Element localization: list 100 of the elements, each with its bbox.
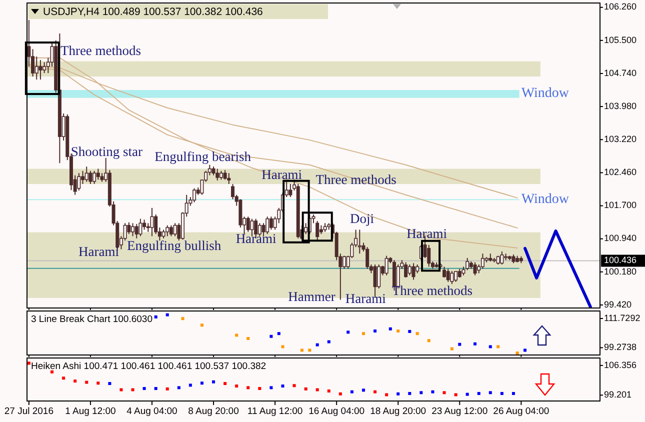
candlestick: [500, 250, 504, 265]
point: [500, 392, 504, 395]
chart-title: USDJPY,H4 100.489 100.537 100.382 100.436: [43, 6, 264, 18]
y-tick-label: 100.940: [604, 233, 637, 244]
candlestick: [384, 255, 388, 276]
point: [362, 388, 365, 392]
point: [200, 382, 204, 385]
point: [50, 370, 54, 374]
point: [131, 388, 134, 392]
point: [235, 384, 238, 388]
candlestick: [150, 207, 154, 237]
point: [454, 393, 458, 396]
annotation: Harami: [406, 226, 448, 242]
y-tick-label: 99.2738: [604, 342, 637, 352]
point: [474, 342, 477, 346]
y-tick-label: 103.220: [604, 134, 637, 144]
point: [374, 329, 377, 332]
point: [396, 329, 400, 332]
candlestick: [473, 262, 477, 276]
candlestick: [304, 222, 308, 235]
point: [181, 317, 184, 320]
point: [338, 392, 342, 396]
point: [292, 384, 296, 388]
candlestick: [288, 184, 292, 198]
x-tick-label: 27 Jul 2016: [4, 406, 54, 417]
band-label: Window: [521, 86, 570, 102]
candlestick: [366, 246, 370, 270]
point: [281, 384, 284, 388]
x-tick-label: 26 Aug 04:00: [493, 406, 550, 417]
candlestick: [169, 224, 173, 237]
annotation: Engulfing bullish: [126, 238, 222, 254]
point: [316, 388, 319, 392]
y-tick-label: 105.500: [604, 34, 637, 45]
point: [27, 362, 30, 365]
point: [96, 382, 100, 385]
x-tick-label: 23 Aug 12:00: [432, 406, 488, 417]
candlestick: [92, 170, 96, 184]
candlestick: [227, 172, 231, 184]
point: [420, 391, 423, 394]
candlestick: [216, 168, 220, 182]
annotation: Doji: [350, 211, 374, 226]
point: [166, 313, 169, 316]
candlestick: [454, 270, 458, 282]
candlestick: [408, 264, 412, 276]
y-tick-label: 99.201: [604, 390, 632, 400]
y-tick-label: 101.700: [604, 200, 637, 210]
line-series: [524, 229, 592, 308]
candlestick: [96, 168, 100, 180]
point: [300, 348, 304, 352]
candlestick: [246, 216, 250, 232]
candlestick: [42, 62, 46, 74]
candlestick: [284, 181, 288, 198]
candlestick: [38, 59, 42, 80]
point: [224, 382, 227, 386]
candlestick: [131, 222, 134, 237]
candlestick: [192, 188, 196, 203]
x-tick-label: 11 Aug 12:00: [247, 406, 303, 417]
candlestick: [173, 222, 177, 237]
y-tick-label: 111.7292: [604, 312, 640, 323]
chart-title: Heiken Ashi 100.471 100.461 100.461 100.537 100.382: [31, 361, 266, 372]
point: [177, 386, 180, 390]
point: [235, 334, 238, 337]
point: [212, 380, 216, 384]
point: [188, 384, 192, 387]
candlestick: [342, 255, 346, 270]
point: [281, 345, 284, 348]
ref-line-label: Window: [521, 192, 570, 207]
point: [120, 388, 123, 392]
point: [477, 392, 480, 395]
point: [516, 352, 519, 355]
x-tick-label: 18 Aug 20:00: [370, 406, 426, 417]
point: [166, 387, 169, 390]
point: [62, 376, 66, 380]
x-tick-label: 4 Aug 04:00: [126, 406, 178, 417]
point: [524, 348, 527, 352]
point: [277, 332, 280, 336]
point: [427, 339, 430, 342]
point: [450, 347, 454, 350]
annotation: Engulfing bearish: [154, 149, 252, 164]
candlestick: [223, 170, 227, 180]
point: [408, 330, 412, 333]
point: [346, 330, 350, 334]
candlestick: [138, 218, 142, 237]
candlestick: [358, 229, 362, 254]
point: [385, 393, 388, 396]
point: [396, 392, 400, 396]
candlestick: [127, 222, 131, 235]
candlestick: [316, 220, 320, 242]
point: [350, 390, 354, 394]
annotation: Hammer: [288, 289, 336, 304]
point: [316, 343, 319, 346]
candlestick: [84, 166, 88, 182]
point: [496, 345, 500, 348]
annotation: Three methods: [316, 172, 396, 188]
candlestick: [88, 170, 92, 184]
point: [74, 380, 77, 383]
y-tick-label: 99.420: [604, 299, 632, 310]
annotation: Three methods: [60, 43, 142, 58]
candlestick: [34, 56, 38, 80]
point: [142, 387, 146, 390]
